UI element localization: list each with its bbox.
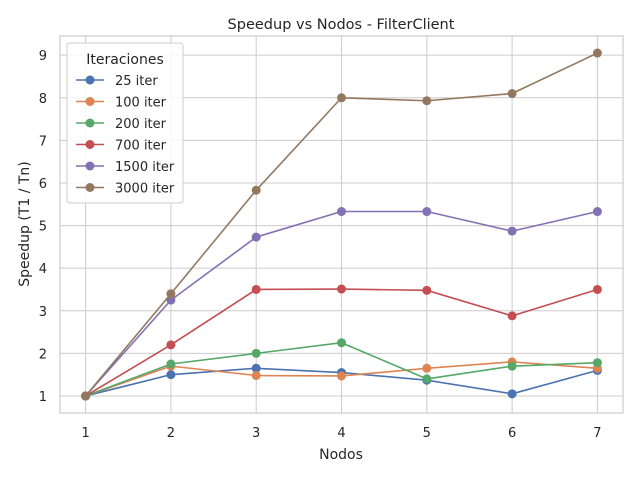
data-point: [507, 226, 517, 236]
legend-item: 1500 iter: [76, 160, 175, 175]
data-point: [337, 207, 346, 217]
legend-item: 200 iter: [76, 117, 167, 132]
y-tick-label: 1: [39, 390, 47, 405]
data-point: [81, 391, 91, 401]
data-point: [337, 93, 346, 103]
x-tick-label: 2: [167, 426, 175, 441]
x-ticks: 1 2 3 4 5 6 7: [81, 426, 601, 441]
data-point: [592, 358, 602, 368]
data-point: [337, 371, 346, 381]
data-point: [166, 295, 176, 305]
x-tick-label: 7: [593, 426, 601, 441]
data-point: [422, 96, 432, 106]
data-point: [166, 370, 176, 380]
legend-items: 25 iter 100 iter 200 iter 700 iter 1500 iter…: [76, 74, 175, 197]
legend-item: 3000 iter: [76, 182, 175, 197]
data-point: [251, 232, 261, 242]
x-tick-label: 4: [337, 426, 345, 441]
legend-marker: [85, 161, 95, 171]
legend-label: 1500 iter: [115, 160, 175, 175]
legend-title: Iteraciones: [86, 52, 164, 68]
data-point: [166, 359, 176, 369]
y-tick-label: 8: [39, 92, 47, 107]
legend-marker: [85, 75, 95, 85]
legend-marker: [85, 183, 95, 192]
y-tick-label: 2: [39, 347, 47, 362]
data-point: [251, 185, 261, 195]
x-tick-label: 3: [252, 426, 260, 441]
y-axis-label: Speedup (T1 / Tn): [17, 161, 33, 287]
legend-label: 25 iter: [115, 74, 158, 89]
data-point: [166, 340, 176, 350]
x-axis-label: Nodos: [319, 447, 363, 463]
data-point: [422, 207, 432, 217]
data-point: [507, 389, 517, 399]
y-tick-label: 3: [39, 305, 47, 320]
data-point: [507, 361, 517, 371]
data-point: [337, 284, 346, 294]
series-3000-iter: [81, 48, 602, 401]
legend-label: 100 iter: [115, 96, 167, 111]
legend-item: 100 iter: [76, 96, 167, 111]
data-point: [507, 311, 517, 321]
chart-title: Speedup vs Nodos - FilterClient: [228, 17, 455, 33]
legend-marker: [85, 140, 95, 149]
series-200-iter: [81, 338, 602, 401]
plot-frame: [59, 35, 624, 414]
data-point: [422, 363, 432, 373]
data-point: [592, 207, 602, 217]
y-tick-label: 9: [39, 49, 47, 64]
data-point: [251, 363, 261, 373]
data-point: [166, 289, 176, 299]
x-tick-label: 6: [508, 426, 516, 441]
data-point: [592, 48, 602, 58]
legend: Iteraciones 25 iter 100 iter 200 iter 700 i…: [66, 42, 184, 204]
y-tick-label: 7: [39, 134, 47, 149]
series-700-iter: [81, 284, 602, 401]
data-point: [507, 89, 517, 99]
legend-box: [66, 42, 184, 204]
data-point: [422, 285, 432, 295]
legend-marker: [85, 118, 95, 128]
y-tick-label: 4: [39, 262, 47, 277]
x-tick-label: 5: [423, 426, 431, 441]
data-point: [251, 348, 261, 358]
data-point: [251, 284, 261, 294]
x-tick-label: 1: [81, 426, 89, 441]
data-point: [422, 374, 432, 384]
legend-label: 700 iter: [115, 139, 167, 154]
y-tick-label: 6: [39, 177, 47, 192]
series-lines: [81, 48, 602, 401]
data-point: [592, 284, 602, 294]
legend-item: 25 iter: [76, 74, 158, 89]
data-point: [251, 371, 261, 381]
series-1500-iter: [81, 207, 602, 401]
legend-label: 200 iter: [115, 117, 167, 132]
legend-item: 700 iter: [76, 139, 167, 154]
y-ticks: 1 2 3 4 5 6 7 8 9: [39, 49, 47, 405]
y-tick-label: 5: [39, 220, 47, 235]
data-point: [337, 338, 346, 348]
legend-marker: [85, 97, 95, 106]
legend-label: 3000 iter: [115, 182, 175, 197]
